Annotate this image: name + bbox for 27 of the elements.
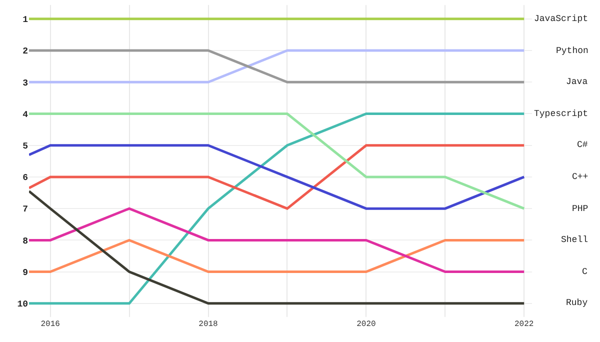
- text: C#: [577, 140, 588, 150]
- text: Ruby: [566, 298, 588, 308]
- y-tick-label: 5: [22, 142, 28, 152]
- y-tick-label: 2: [22, 46, 28, 57]
- x-tick-label: 2016: [40, 320, 60, 329]
- series-label: Typescript: [534, 109, 588, 119]
- y-tick-label: 8: [22, 236, 28, 246]
- y-tick-label: 7: [22, 204, 28, 215]
- y-tick-label: 6: [22, 173, 28, 184]
- x-tick-label: 2022: [514, 320, 534, 329]
- y-tick-label: 3: [22, 78, 28, 88]
- text: PHP: [572, 204, 588, 214]
- text: C: [582, 267, 588, 277]
- text: Python: [556, 46, 588, 56]
- line-series: [29, 144, 526, 210]
- text: Shell: [561, 235, 588, 245]
- line-series: [29, 112, 526, 305]
- y-tick-label: 9: [22, 268, 28, 278]
- y-tick-label: 4: [22, 110, 29, 120]
- y-tick-label: 1: [22, 15, 29, 26]
- text: C++: [572, 172, 588, 182]
- text: Java: [566, 77, 588, 87]
- x-tick-label: 2020: [356, 320, 376, 329]
- series-label: JavaScript: [534, 14, 588, 24]
- x-tick-label: 2018: [198, 320, 218, 329]
- line-series: [29, 190, 526, 305]
- y-tick-label: 10: [17, 300, 28, 310]
